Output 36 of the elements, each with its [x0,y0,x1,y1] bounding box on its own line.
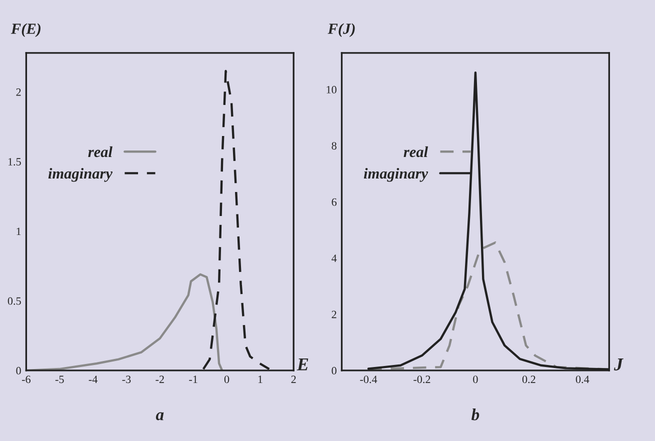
y-tick-label: 6 [332,198,337,206]
y-axis-title: F(J) [328,23,355,38]
x-tick-label: -4 [88,376,98,384]
y-tick-label: 8 [332,142,336,150]
y-tick-label: 1.5 [8,158,21,166]
line-series [26,273,224,370]
y-axis-title: F(E) [10,23,40,38]
x-tick-label: 0 [473,376,478,384]
legend-label: real [404,146,428,158]
x-tick-label: 0.2 [522,376,536,384]
x-tick-label: 0 [224,376,230,384]
x-tick-label: 1 [258,376,262,384]
x-tick-label: 2 [291,376,296,384]
y-tick-label: 0 [16,366,21,374]
x-tick-label: -5 [55,376,64,384]
legend-label: imaginary [364,168,428,182]
x-axis-title: J [614,358,624,370]
y-tick-label: 0 [332,366,336,374]
x-tick-label: 0.4 [576,376,590,384]
x-axis-title: E [296,358,308,370]
text: b [472,408,480,420]
y-tick-label: 1 [16,228,21,236]
x-tick-label: -0.4 [360,376,378,384]
y-tick-label: 0.5 [8,297,21,305]
text: a [156,412,164,420]
x-tick-label: -6 [22,376,30,384]
y-tick-label: 4 [332,254,337,262]
y-tick-label: 10 [326,86,336,94]
x-tick-label: -2 [156,376,164,384]
legend-label: real [88,146,112,158]
x-tick-label: -0.2 [414,376,430,384]
x-tick-label: -1 [189,376,198,384]
y-tick-label: 2 [332,310,336,318]
y-tick-label: 2 [16,88,21,96]
legend-label: imaginary [48,168,113,182]
x-tick-label: -3 [122,376,131,384]
